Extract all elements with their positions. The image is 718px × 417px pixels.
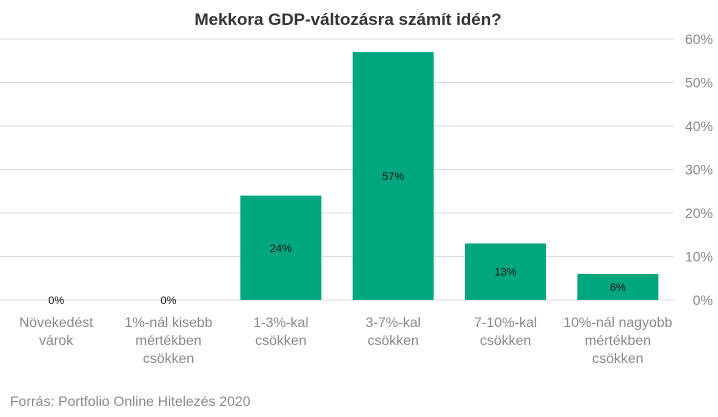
category-labels: Növekedést várok 1%-nál kisebb mértékben csö…	[19, 314, 672, 366]
category-label: 10%-nál nagyobb mértékben csökken	[563, 314, 672, 366]
category-label: 3-7%-kal csökken	[366, 314, 421, 348]
data-label: 6%	[610, 282, 626, 294]
y-tick-label: 50%	[685, 75, 713, 91]
bars	[240, 52, 659, 300]
bar	[240, 195, 322, 300]
category-label: 7-10%-kal csökken	[474, 314, 537, 348]
bar	[577, 273, 659, 300]
data-label: 0%	[161, 295, 177, 307]
category-label: Növekedést várok	[19, 314, 93, 348]
y-tick-label: 60%	[685, 31, 713, 47]
y-axis-tick-labels: 0% 10% 20% 30% 40% 50% 60%	[685, 31, 713, 308]
bar	[465, 243, 546, 300]
y-tick-label: 20%	[685, 205, 713, 221]
data-labels: 0% 0% 24% 57% 13% 6%	[48, 171, 626, 307]
data-label: 57%	[382, 171, 404, 183]
bar	[352, 52, 434, 300]
y-tick-label: 40%	[685, 118, 713, 134]
data-label: 24%	[270, 243, 292, 255]
gridlines	[0, 38, 674, 301]
y-tick-label: 10%	[685, 249, 713, 265]
chart-title: Mekkora GDP-változásra számít idén?	[194, 10, 501, 29]
y-tick-label: 0%	[693, 292, 713, 308]
data-label: 0%	[48, 295, 64, 307]
y-tick-label: 30%	[685, 162, 713, 178]
data-label: 13%	[494, 267, 516, 279]
category-label: 1%-nál kisebb mértékben csökken	[125, 314, 213, 366]
source-note: Forrás: Portfolio Online Hitelezés 2020	[10, 393, 251, 409]
category-label: 1-3%-kal csökken	[253, 314, 308, 348]
